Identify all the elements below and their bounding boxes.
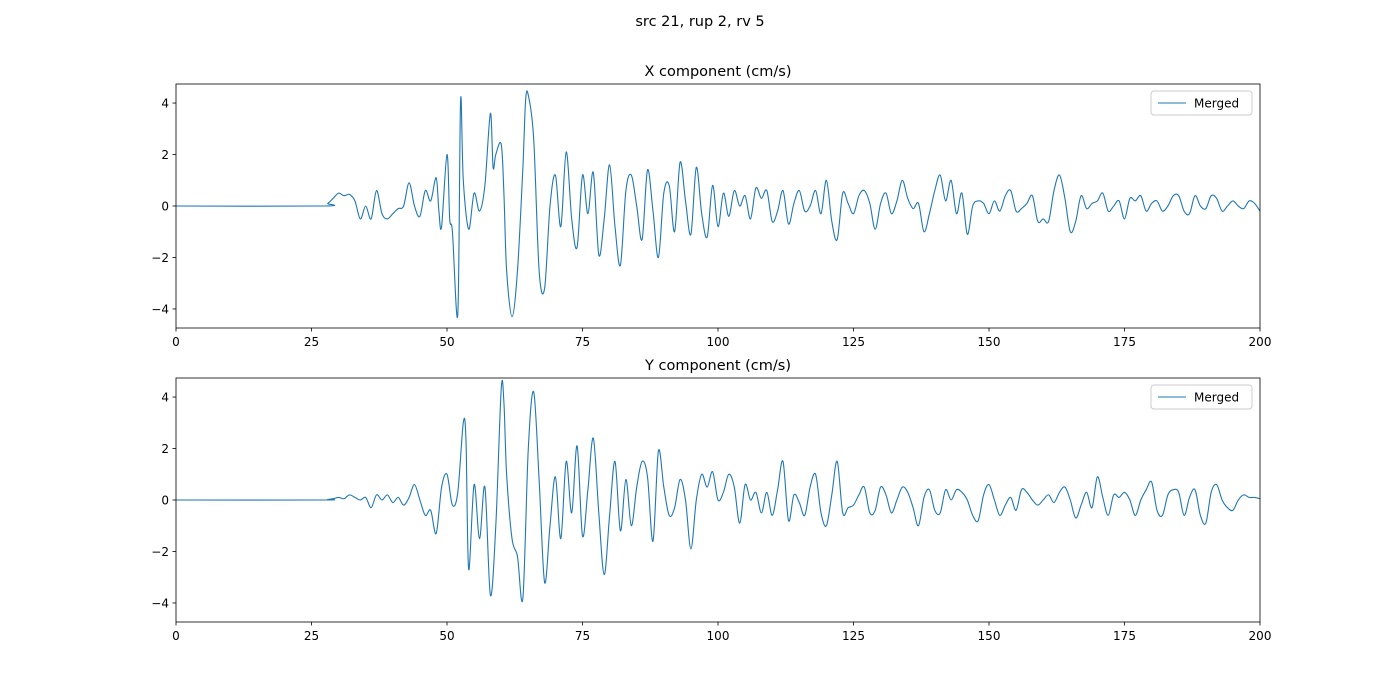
x-tick-label: 75: [575, 629, 590, 643]
y-tick-label: 2: [161, 148, 169, 162]
x-tick-label: 25: [304, 335, 319, 349]
series-line-merged: [175, 90, 1261, 318]
x-tick-label: 50: [439, 629, 454, 643]
x-tick-label: 150: [978, 629, 1001, 643]
x-tick-label: 100: [707, 335, 730, 349]
legend-label: Merged: [1194, 391, 1239, 405]
x-tick-label: 150: [978, 335, 1001, 349]
x-tick-label: 175: [1113, 629, 1136, 643]
x-tick-label: 25: [304, 629, 319, 643]
legend: Merged: [1150, 384, 1253, 410]
y-tick-label: −4: [151, 596, 169, 610]
legend-box: [1150, 384, 1253, 410]
legend-label: Merged: [1194, 97, 1239, 111]
y-component-axes: Y component (cm/s) 0 25 50 75 100 125 150 175 200…: [151, 358, 1271, 643]
axes-title: Y component (cm/s): [644, 358, 791, 374]
x-tick-label: 175: [1113, 335, 1136, 349]
x-tick-label: 75: [575, 335, 590, 349]
x-tick-label: 100: [707, 629, 730, 643]
y-tick-label: −4: [151, 302, 169, 316]
x-tick-label: 0: [172, 335, 180, 349]
figure-suptitle: src 21, rup 2, rv 5: [635, 14, 764, 30]
x-tick-label: 0: [172, 629, 180, 643]
y-tick-label: 4: [161, 391, 169, 405]
y-tick-label: 4: [161, 97, 169, 111]
x-component-axes: X component (cm/s) 0 25 50 75 100 125 150 175 200…: [151, 64, 1271, 349]
y-tick-label: 0: [161, 200, 169, 214]
x-tick-label: 125: [842, 629, 865, 643]
y-tick-label: −2: [151, 251, 169, 265]
axes-title: X component (cm/s): [644, 64, 791, 80]
axes-frame: [175, 83, 1261, 329]
x-tick-label: 200: [1249, 629, 1272, 643]
y-tick-label: 2: [161, 442, 169, 456]
y-tick-label: 0: [161, 494, 169, 508]
series-line-merged: [175, 380, 1261, 603]
x-tick-label: 200: [1249, 335, 1272, 349]
legend-box: [1150, 90, 1253, 116]
legend: Merged: [1150, 90, 1253, 116]
x-tick-label: 125: [842, 335, 865, 349]
y-tick-label: −2: [151, 545, 169, 559]
x-tick-label: 50: [439, 335, 454, 349]
